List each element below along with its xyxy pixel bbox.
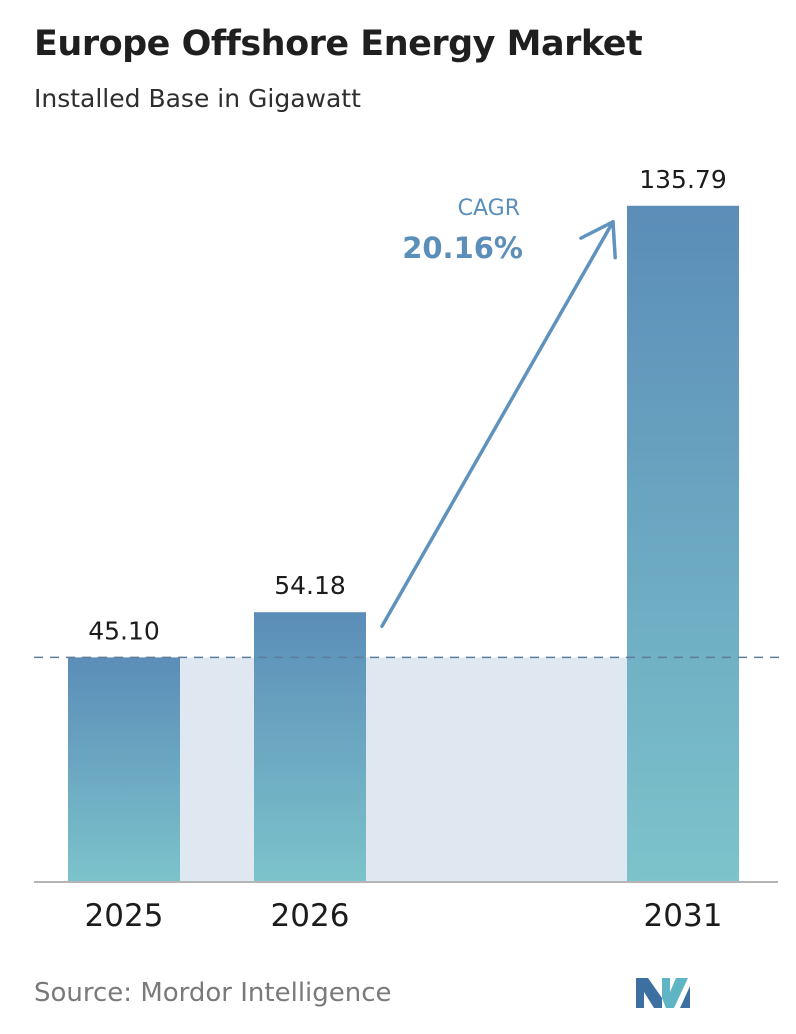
category-label-2031: 2031 (644, 898, 723, 934)
bar-2031 (627, 205, 739, 882)
category-label-2026: 2026 (271, 898, 350, 934)
value-label-2026: 54.18 (274, 571, 346, 600)
value-label-2025: 45.10 (88, 616, 160, 645)
cagr-value: 20.16% (402, 231, 523, 265)
bar-2025 (68, 657, 180, 882)
mordor-intelligence-logo-icon (636, 978, 690, 1008)
value-label-2031: 135.79 (639, 165, 726, 194)
bar-chart: 45.10 54.18 135.79 2025 2026 2031 CAGR 20.16… (34, 165, 780, 934)
band-segment (180, 657, 254, 882)
cagr-label: CAGR (458, 196, 520, 221)
chart-title: Europe Offshore Energy Market (34, 24, 643, 64)
bar-2026 (254, 612, 366, 882)
source-note: Source: Mordor Intelligence (34, 978, 392, 1008)
cagr-arrow-shaft (380, 220, 615, 628)
band-segment (366, 657, 627, 882)
chart-subtitle: Installed Base in Gigawatt (34, 84, 361, 113)
cagr-arrow-head (579, 220, 617, 260)
category-label-2025: 2025 (85, 898, 164, 934)
